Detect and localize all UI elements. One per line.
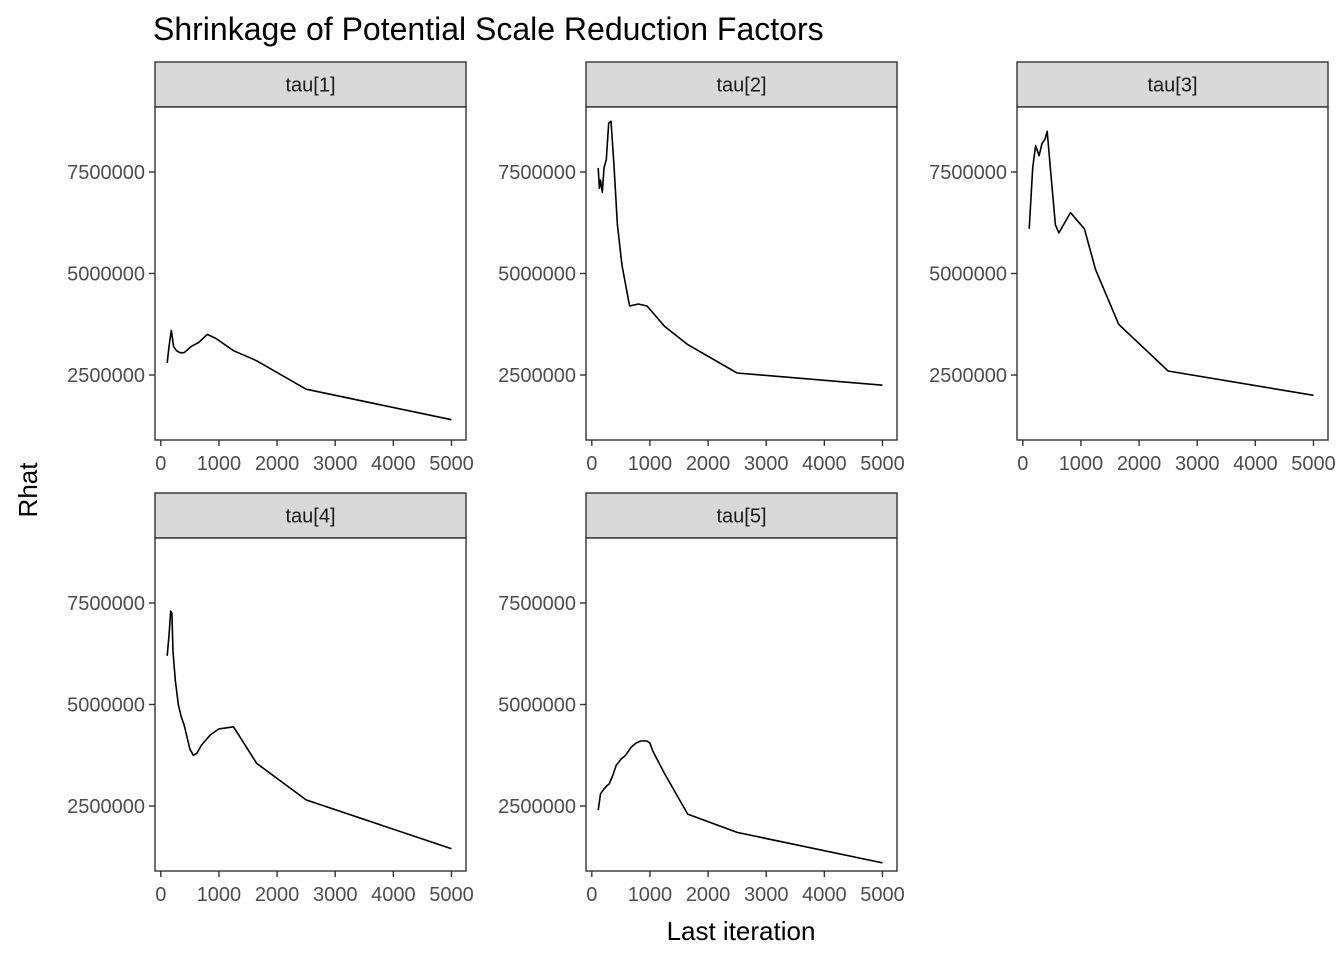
y-tick-label: 2500000 [498, 796, 576, 818]
x-tick-label: 2000 [1117, 453, 1162, 475]
panel-border [585, 106, 898, 441]
panel-border [585, 537, 898, 872]
x-tick-label: 1000 [1059, 453, 1104, 475]
x-tick-label: 5000 [429, 453, 474, 475]
panel-border [154, 537, 467, 872]
y-tick-label: 5000000 [67, 695, 145, 717]
x-tick-label: 1000 [197, 453, 242, 475]
x-tick-label: 2000 [255, 453, 300, 475]
x-tick-label: 4000 [371, 884, 416, 906]
rhat-line [1028, 130, 1314, 397]
y-tick-label: 2500000 [67, 365, 145, 387]
facet-strip-label: tau[4] [285, 506, 335, 528]
facet-panel: tau[1] 2500000 5000000 7500000 0 1000 2000 3000… [67, 61, 474, 475]
x-tick-label: 1000 [197, 884, 242, 906]
facet-strip [154, 492, 467, 539]
x-tick-label: 5000 [860, 884, 905, 906]
x-tick-label: 3000 [313, 453, 358, 475]
facet-panel: tau[5] 2500000 5000000 7500000 0 1000 2000 3000… [498, 492, 905, 906]
panel-border [154, 106, 467, 441]
x-tick-label: 0 [155, 453, 166, 475]
x-axis-title: Last iteration [667, 916, 816, 946]
y-tick-label: 5000000 [67, 264, 145, 286]
facet-strip-label: tau[5] [716, 506, 766, 528]
x-tick-label: 3000 [744, 884, 789, 906]
chart-title: Shrinkage of Potential Scale Reduction F… [153, 11, 824, 47]
y-tick-label: 5000000 [929, 264, 1007, 286]
rhat-line [166, 610, 452, 850]
x-tick-label: 3000 [313, 884, 358, 906]
x-tick-label: 0 [586, 884, 597, 906]
facet-strip-label: tau[3] [1147, 75, 1197, 97]
facet-strip [154, 61, 467, 108]
x-tick-label: 3000 [744, 453, 789, 475]
x-tick-label: 5000 [1291, 453, 1336, 475]
rhat-line [597, 740, 883, 864]
x-tick-label: 0 [586, 453, 597, 475]
y-tick-label: 7500000 [498, 593, 576, 615]
y-tick-label: 7500000 [498, 162, 576, 184]
y-tick-label: 5000000 [498, 695, 576, 717]
rhat-line [597, 120, 883, 386]
y-tick-label: 7500000 [67, 162, 145, 184]
x-tick-label: 5000 [860, 453, 905, 475]
y-tick-label: 7500000 [929, 162, 1007, 184]
x-tick-label: 3000 [1175, 453, 1220, 475]
x-tick-label: 0 [155, 884, 166, 906]
facet-strip-label: tau[1] [285, 75, 335, 97]
x-tick-label: 2000 [686, 884, 731, 906]
y-tick-label: 5000000 [498, 264, 576, 286]
x-tick-label: 4000 [371, 453, 416, 475]
y-tick-label: 2500000 [929, 365, 1007, 387]
x-tick-label: 0 [1017, 453, 1028, 475]
y-tick-label: 2500000 [67, 796, 145, 818]
facet-panel: tau[2] 2500000 5000000 7500000 0 1000 2000 3000… [498, 61, 905, 475]
x-tick-label: 2000 [255, 884, 300, 906]
x-tick-label: 2000 [686, 453, 731, 475]
y-tick-label: 7500000 [67, 593, 145, 615]
facet-strip-label: tau[2] [716, 75, 766, 97]
rhat-line [166, 329, 452, 421]
x-tick-label: 4000 [802, 884, 847, 906]
panel-border [1016, 106, 1329, 441]
x-tick-label: 4000 [1233, 453, 1278, 475]
facet-panel: tau[4] 2500000 5000000 7500000 0 1000 2000 3000… [67, 492, 474, 906]
x-tick-label: 1000 [628, 884, 673, 906]
x-tick-label: 1000 [628, 453, 673, 475]
y-axis-title: Rhat [13, 462, 43, 518]
x-tick-label: 5000 [429, 884, 474, 906]
x-tick-label: 4000 [802, 453, 847, 475]
y-tick-label: 2500000 [498, 365, 576, 387]
facet-panel: tau[3] 2500000 5000000 7500000 0 1000 2000 3000… [929, 61, 1336, 475]
facet-strip [1016, 61, 1329, 108]
